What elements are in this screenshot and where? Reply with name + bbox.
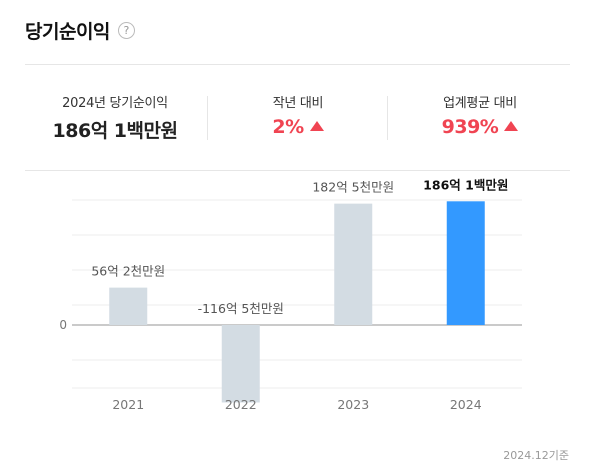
data-label: -116억 5천만원 [198, 301, 284, 316]
stat-yoy-value: 2% [272, 116, 304, 138]
data-label: 182억 5천만원 [312, 180, 394, 195]
stat-separator [387, 96, 388, 140]
x-tick-label: 2021 [112, 397, 144, 412]
stat-industry-value-row: 939% [405, 116, 555, 138]
y-tick-label: 0 [59, 318, 67, 332]
x-tick-label: 2024 [450, 397, 482, 412]
stat-separator [207, 96, 208, 140]
stat-yoy-label: 작년 대비 [272, 96, 324, 111]
up-triangle-icon [309, 120, 324, 131]
page-title: 당기순이익 [25, 21, 110, 43]
bar [334, 203, 373, 325]
data-label: 56억 2천만원 [91, 264, 165, 279]
divider-chart [25, 170, 570, 171]
divider-top [25, 64, 570, 65]
bar [109, 287, 148, 325]
stat-current: 2024년 당기순이익 186억 1백만원 [40, 92, 190, 143]
stat-yoy: 작년 대비 2% [228, 92, 368, 138]
bar [221, 325, 260, 403]
x-tick-label: 2022 [225, 397, 257, 412]
data-label: 186억 1백만원 [423, 177, 508, 192]
up-triangle-icon [504, 120, 519, 131]
bar [446, 201, 485, 325]
stat-current-label: 2024년 당기순이익 [62, 96, 168, 111]
stat-industry-value: 939% [441, 116, 499, 138]
x-tick-label: 2023 [337, 397, 369, 412]
stat-yoy-value-row: 2% [228, 116, 368, 138]
footer-note: 2024.12기준 [503, 449, 569, 462]
stat-industry: 업계평균 대비 939% [405, 92, 555, 138]
stat-industry-label: 업계평균 대비 [443, 96, 517, 111]
stat-current-value: 186억 1백만원 [52, 120, 178, 142]
help-icon[interactable]: ? [117, 22, 135, 39]
title-row: 당기순이익 ? [25, 17, 135, 44]
